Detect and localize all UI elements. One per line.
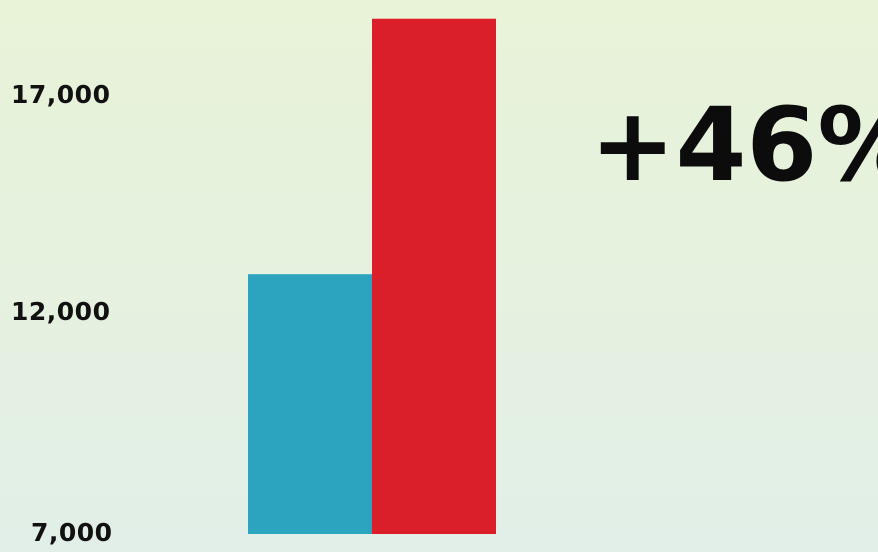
bar-2 (372, 18, 496, 535)
percent-change-label: +46% (590, 86, 878, 205)
y-tick-label-17000: 17,000 (11, 80, 111, 109)
y-tick-label-12000: 12,000 (11, 297, 111, 326)
y-tick-label-7000: 7,000 (31, 518, 113, 547)
bar-1 (248, 274, 372, 534)
